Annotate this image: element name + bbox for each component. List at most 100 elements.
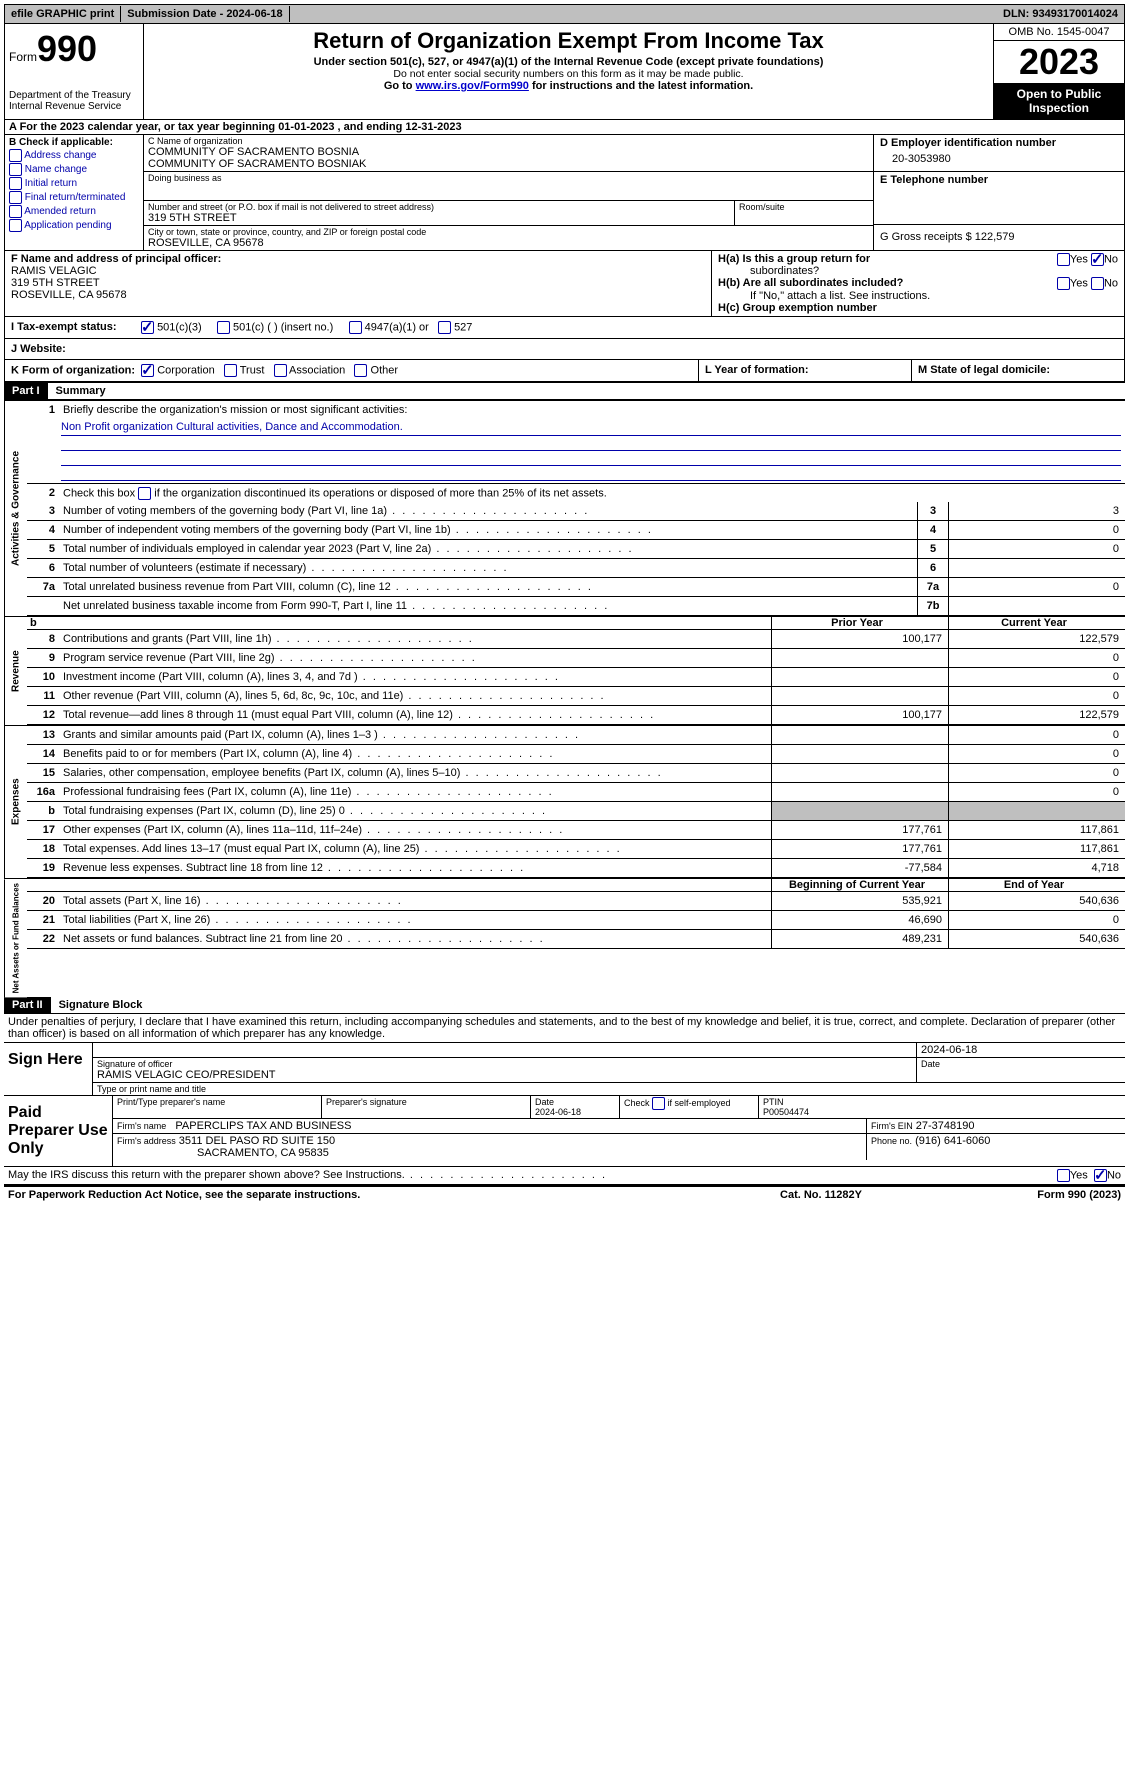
phone-label: E Telephone number	[880, 174, 1118, 186]
name-title-label: Type or print name and title	[93, 1083, 1125, 1095]
dba-label: Doing business as	[148, 173, 869, 183]
submission-date: Submission Date - 2024-06-18	[121, 6, 289, 22]
line2-checkbox[interactable]	[138, 487, 151, 500]
summary-line: 21Total liabilities (Part X, line 26)46,…	[27, 911, 1125, 930]
revenue-section: Revenue b Prior Year Current Year 8Contr…	[4, 616, 1125, 725]
ha-no-checkbox[interactable]	[1091, 253, 1104, 266]
org-name-2: COMMUNITY OF SACRAMENTO BOSNIAK	[148, 158, 869, 170]
self-employed-checkbox[interactable]	[652, 1097, 665, 1110]
name-label: C Name of organization	[148, 136, 869, 146]
checkbox-option[interactable]: Initial return	[9, 177, 139, 190]
assoc-checkbox[interactable]	[274, 364, 287, 377]
open-to-public: Open to Public Inspection	[994, 83, 1124, 119]
vlabel-expenses: Expenses	[4, 726, 27, 878]
corp-checkbox[interactable]	[141, 364, 154, 377]
city-state-zip: ROSEVILLE, CA 95678	[148, 237, 869, 249]
ha-yes-checkbox[interactable]	[1057, 253, 1070, 266]
netassets-section: Net Assets or Fund Balances Beginning of…	[4, 878, 1125, 997]
form-footer: Form 990 (2023)	[921, 1189, 1121, 1201]
checkbox-option[interactable]: Amended return	[9, 205, 139, 218]
summary-line: 6Total number of volunteers (estimate if…	[27, 559, 1125, 578]
part2-header-row: Part II Signature Block	[4, 997, 1125, 1014]
line2-desc: Check this box if the organization disco…	[61, 486, 1125, 501]
prior-year-header: Prior Year	[771, 617, 948, 629]
section-l: L Year of formation:	[698, 360, 911, 381]
section-m: M State of legal domicile:	[911, 360, 1124, 381]
irs-link[interactable]: www.irs.gov/Form990	[416, 80, 529, 92]
gross-receipts: G Gross receipts $ 122,579	[874, 225, 1124, 249]
mission-text: Non Profit organization Cultural activit…	[61, 421, 1121, 436]
4947-checkbox[interactable]	[349, 321, 362, 334]
summary-line: 5Total number of individuals employed in…	[27, 540, 1125, 559]
room-label: Room/suite	[739, 202, 869, 212]
summary-line: 7aTotal unrelated business revenue from …	[27, 578, 1125, 597]
begin-year-header: Beginning of Current Year	[771, 879, 948, 891]
section-j: J Website:	[5, 339, 1124, 360]
checkbox-option[interactable]: Application pending	[9, 219, 139, 232]
section-i: I Tax-exempt status: 501(c)(3) 501(c) ( …	[5, 317, 1124, 339]
part2-header: Part II	[4, 997, 51, 1013]
city-label: City or town, state or province, country…	[148, 227, 869, 237]
cat-no: Cat. No. 11282Y	[721, 1189, 921, 1201]
hb-no-checkbox[interactable]	[1091, 277, 1104, 290]
summary-line: 15Salaries, other compensation, employee…	[27, 764, 1125, 783]
trust-checkbox[interactable]	[224, 364, 237, 377]
part2-title: Signature Block	[51, 997, 151, 1013]
summary-line: 4Number of independent voting members of…	[27, 521, 1125, 540]
527-checkbox[interactable]	[438, 321, 451, 334]
summary-line: 19Revenue less expenses. Subtract line 1…	[27, 859, 1125, 878]
firm-addr2: SACRAMENTO, CA 95835	[117, 1147, 329, 1159]
subtitle-2: Do not enter social security numbers on …	[150, 68, 987, 80]
discuss-yes-checkbox[interactable]	[1057, 1169, 1070, 1182]
checkbox-option[interactable]: Final return/terminated	[9, 191, 139, 204]
summary-line: 10Investment income (Part VIII, column (…	[27, 668, 1125, 687]
vlabel-netassets: Net Assets or Fund Balances	[4, 879, 27, 997]
discuss-no-checkbox[interactable]	[1094, 1169, 1107, 1182]
officer-signature: RAMIS VELAGIC CEO/PRESIDENT	[97, 1069, 912, 1081]
section-b-title: B Check if applicable:	[9, 137, 139, 148]
sign-here-block: Sign Here 2024-06-18 Signature of office…	[4, 1043, 1125, 1096]
checkbox-option[interactable]: Address change	[9, 149, 139, 162]
id-block: A For the 2023 calendar year, or tax yea…	[4, 120, 1125, 383]
summary-line: 14Benefits paid to or for members (Part …	[27, 745, 1125, 764]
form-header: Form990 Department of the Treasury Inter…	[4, 24, 1125, 120]
501c3-checkbox[interactable]	[141, 321, 154, 334]
summary-line: 8Contributions and grants (Part VIII, li…	[27, 630, 1125, 649]
discuss-row: May the IRS discuss this return with the…	[4, 1167, 1125, 1186]
paperwork-notice: For Paperwork Reduction Act Notice, see …	[8, 1189, 721, 1201]
line-a: A For the 2023 calendar year, or tax yea…	[5, 120, 1124, 135]
officer-name: RAMIS VELAGIC	[11, 265, 705, 277]
other-checkbox[interactable]	[354, 364, 367, 377]
part1-title: Summary	[48, 383, 114, 399]
section-c: C Name of organization COMMUNITY OF SACR…	[144, 135, 1124, 250]
line1-desc: Briefly describe the organization's miss…	[61, 403, 1125, 417]
summary-table: Activities & Governance 1 Briefly descri…	[4, 400, 1125, 616]
ein-label: D Employer identification number	[880, 137, 1118, 149]
checkbox-option[interactable]: Name change	[9, 163, 139, 176]
summary-line: 16aProfessional fundraising fees (Part I…	[27, 783, 1125, 802]
vlabel-revenue: Revenue	[4, 617, 27, 725]
firm-name: PAPERCLIPS TAX AND BUSINESS	[175, 1120, 351, 1132]
org-name-1: COMMUNITY OF SACRAMENTO BOSNIA	[148, 146, 869, 158]
part1-header-row: Part I Summary	[4, 383, 1125, 400]
declaration: Under penalties of perjury, I declare th…	[4, 1014, 1125, 1043]
summary-line: 3Number of voting members of the governi…	[27, 502, 1125, 521]
sig-officer-label: Signature of officer	[97, 1059, 912, 1069]
end-year-header: End of Year	[948, 879, 1125, 891]
form-number: 990	[37, 28, 97, 69]
tax-year: 2023	[994, 41, 1124, 83]
expenses-section: Expenses 13Grants and similar amounts pa…	[4, 725, 1125, 878]
preparer-label: Paid Preparer Use Only	[4, 1096, 112, 1166]
hb-yes-checkbox[interactable]	[1057, 277, 1070, 290]
officer-addr: 319 5TH STREET	[11, 277, 705, 289]
dln: DLN: 93493170014024	[997, 6, 1124, 22]
section-k: K Form of organization: Corporation Trus…	[5, 360, 698, 381]
subtitle-1: Under section 501(c), 527, or 4947(a)(1)…	[150, 56, 987, 68]
firm-phone: (916) 641-6060	[915, 1135, 990, 1147]
vlabel-governance: Activities & Governance	[4, 401, 27, 616]
501c-checkbox[interactable]	[217, 321, 230, 334]
summary-line: 20Total assets (Part X, line 16)535,9215…	[27, 892, 1125, 911]
section-h: H(a) Is this a group return for subordin…	[711, 251, 1124, 316]
irs: Internal Revenue Service	[9, 101, 139, 112]
omb-number: OMB No. 1545-0047	[994, 24, 1124, 41]
